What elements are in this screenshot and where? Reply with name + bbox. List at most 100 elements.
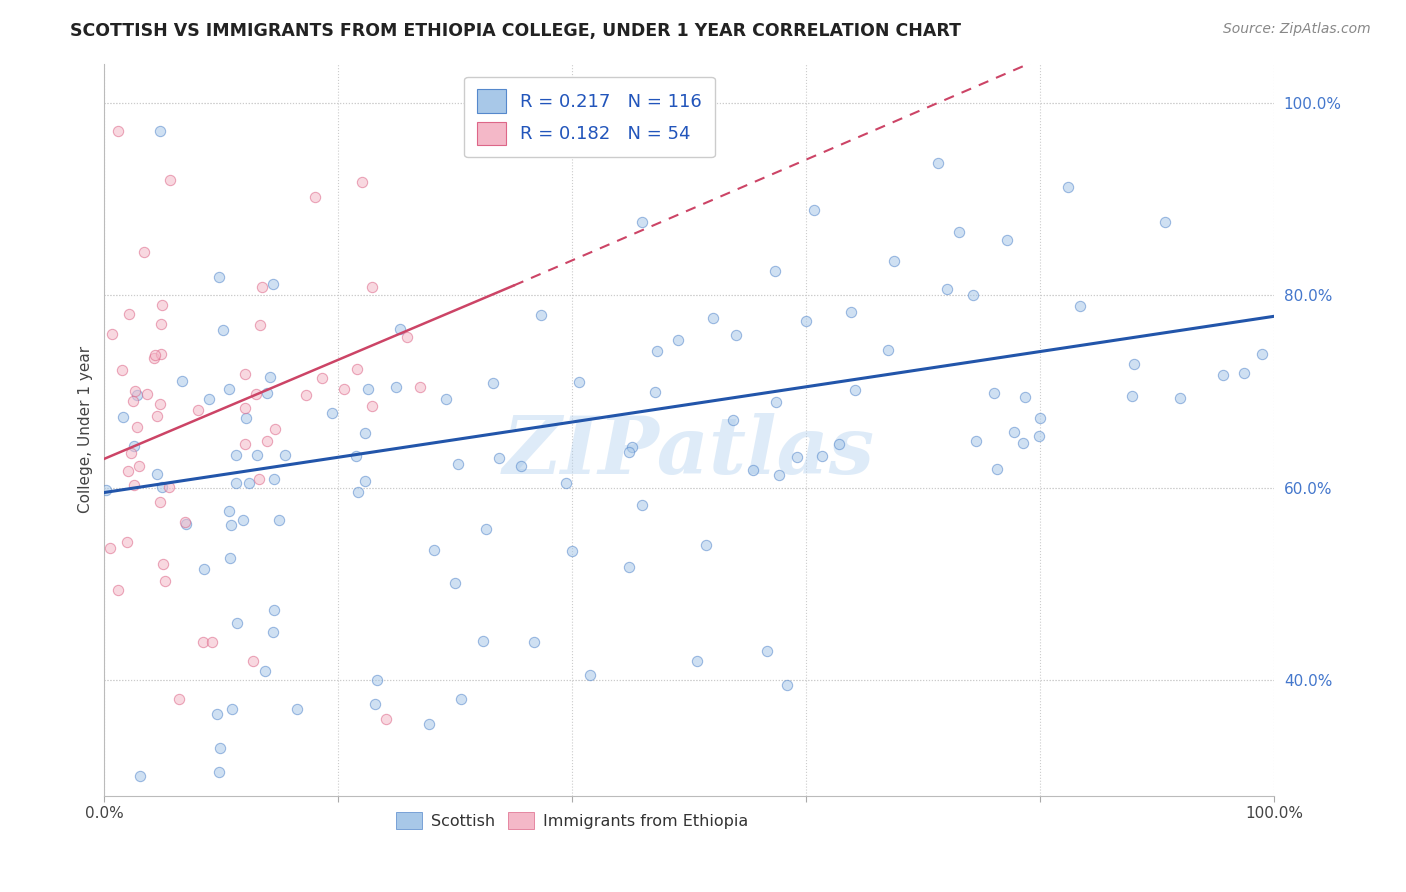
Point	[409, 380, 432, 394]
Point	[225, 476, 247, 491]
Point	[631, 215, 654, 229]
Point	[724, 328, 747, 343]
Point	[346, 362, 368, 376]
Point	[233, 437, 256, 451]
Point	[765, 395, 787, 409]
Point	[107, 582, 129, 597]
Point	[839, 304, 862, 318]
Point	[132, 244, 155, 259]
Point	[794, 314, 817, 328]
Point	[193, 562, 215, 576]
Point	[423, 542, 446, 557]
Point	[935, 282, 957, 296]
Point	[274, 449, 297, 463]
Point	[666, 334, 689, 348]
Point	[235, 410, 257, 425]
Point	[510, 458, 533, 473]
Point	[146, 467, 169, 481]
Point	[353, 474, 375, 488]
Point	[986, 462, 1008, 476]
Point	[122, 478, 145, 492]
Point	[1002, 425, 1025, 440]
Point	[364, 698, 387, 712]
Point	[768, 467, 790, 482]
Point	[361, 280, 384, 294]
Point	[347, 485, 370, 500]
Text: Source: ZipAtlas.com: Source: ZipAtlas.com	[1223, 22, 1371, 37]
Point	[444, 576, 467, 591]
Point	[1233, 366, 1256, 380]
Point	[1028, 429, 1050, 443]
Point	[111, 363, 134, 377]
Point	[1212, 368, 1234, 382]
Point	[395, 330, 418, 344]
Point	[118, 307, 141, 321]
Point	[333, 382, 356, 396]
Point	[763, 263, 786, 277]
Point	[124, 439, 146, 453]
Point	[98, 541, 121, 555]
Point	[176, 517, 198, 532]
Point	[434, 392, 457, 406]
Point	[152, 557, 174, 571]
Point	[685, 654, 707, 668]
Point	[149, 317, 172, 331]
Point	[965, 434, 987, 448]
Point	[264, 422, 287, 436]
Point	[117, 535, 139, 549]
Point	[617, 560, 640, 574]
Point	[135, 387, 157, 401]
Point	[983, 385, 1005, 400]
Point	[208, 764, 231, 779]
Point	[374, 712, 396, 726]
Point	[225, 616, 247, 631]
Point	[450, 692, 472, 706]
Point	[803, 202, 825, 217]
Point	[143, 351, 166, 365]
Point	[256, 386, 278, 401]
Point	[702, 310, 724, 325]
Point	[481, 376, 503, 391]
Point	[844, 383, 866, 397]
Point	[523, 634, 546, 648]
Point	[221, 702, 243, 716]
Point	[1154, 215, 1177, 229]
Point	[810, 449, 832, 463]
Legend: Scottish, Immigrants from Ethiopia: Scottish, Immigrants from Ethiopia	[389, 805, 755, 835]
Point	[193, 634, 215, 648]
Point	[1121, 389, 1143, 403]
Point	[112, 409, 135, 424]
Point	[221, 517, 243, 532]
Point	[100, 326, 122, 341]
Point	[263, 472, 285, 486]
Point	[129, 770, 152, 784]
Point	[262, 277, 284, 291]
Point	[1069, 299, 1091, 313]
Point	[125, 388, 148, 402]
Point	[247, 471, 270, 485]
Point	[233, 368, 256, 382]
Point	[366, 673, 388, 688]
Point	[877, 343, 900, 357]
Text: SCOTTISH VS IMMIGRANTS FROM ETHIOPIA COLLEGE, UNDER 1 YEAR CORRELATION CHART: SCOTTISH VS IMMIGRANTS FROM ETHIOPIA COL…	[70, 22, 962, 40]
Point	[1170, 391, 1192, 405]
Point	[219, 551, 242, 566]
Point	[388, 321, 411, 335]
Point	[354, 425, 377, 440]
Point	[472, 634, 495, 648]
Point	[149, 494, 172, 508]
Point	[285, 702, 308, 716]
Point	[246, 449, 269, 463]
Point	[1029, 411, 1052, 425]
Point	[94, 483, 117, 497]
Point	[883, 254, 905, 268]
Point	[304, 190, 326, 204]
Point	[120, 446, 142, 460]
Point	[128, 459, 150, 474]
Point	[149, 347, 172, 361]
Point	[579, 668, 602, 682]
Point	[159, 172, 181, 186]
Point	[756, 644, 779, 658]
Point	[1014, 390, 1036, 404]
Point	[561, 544, 583, 558]
